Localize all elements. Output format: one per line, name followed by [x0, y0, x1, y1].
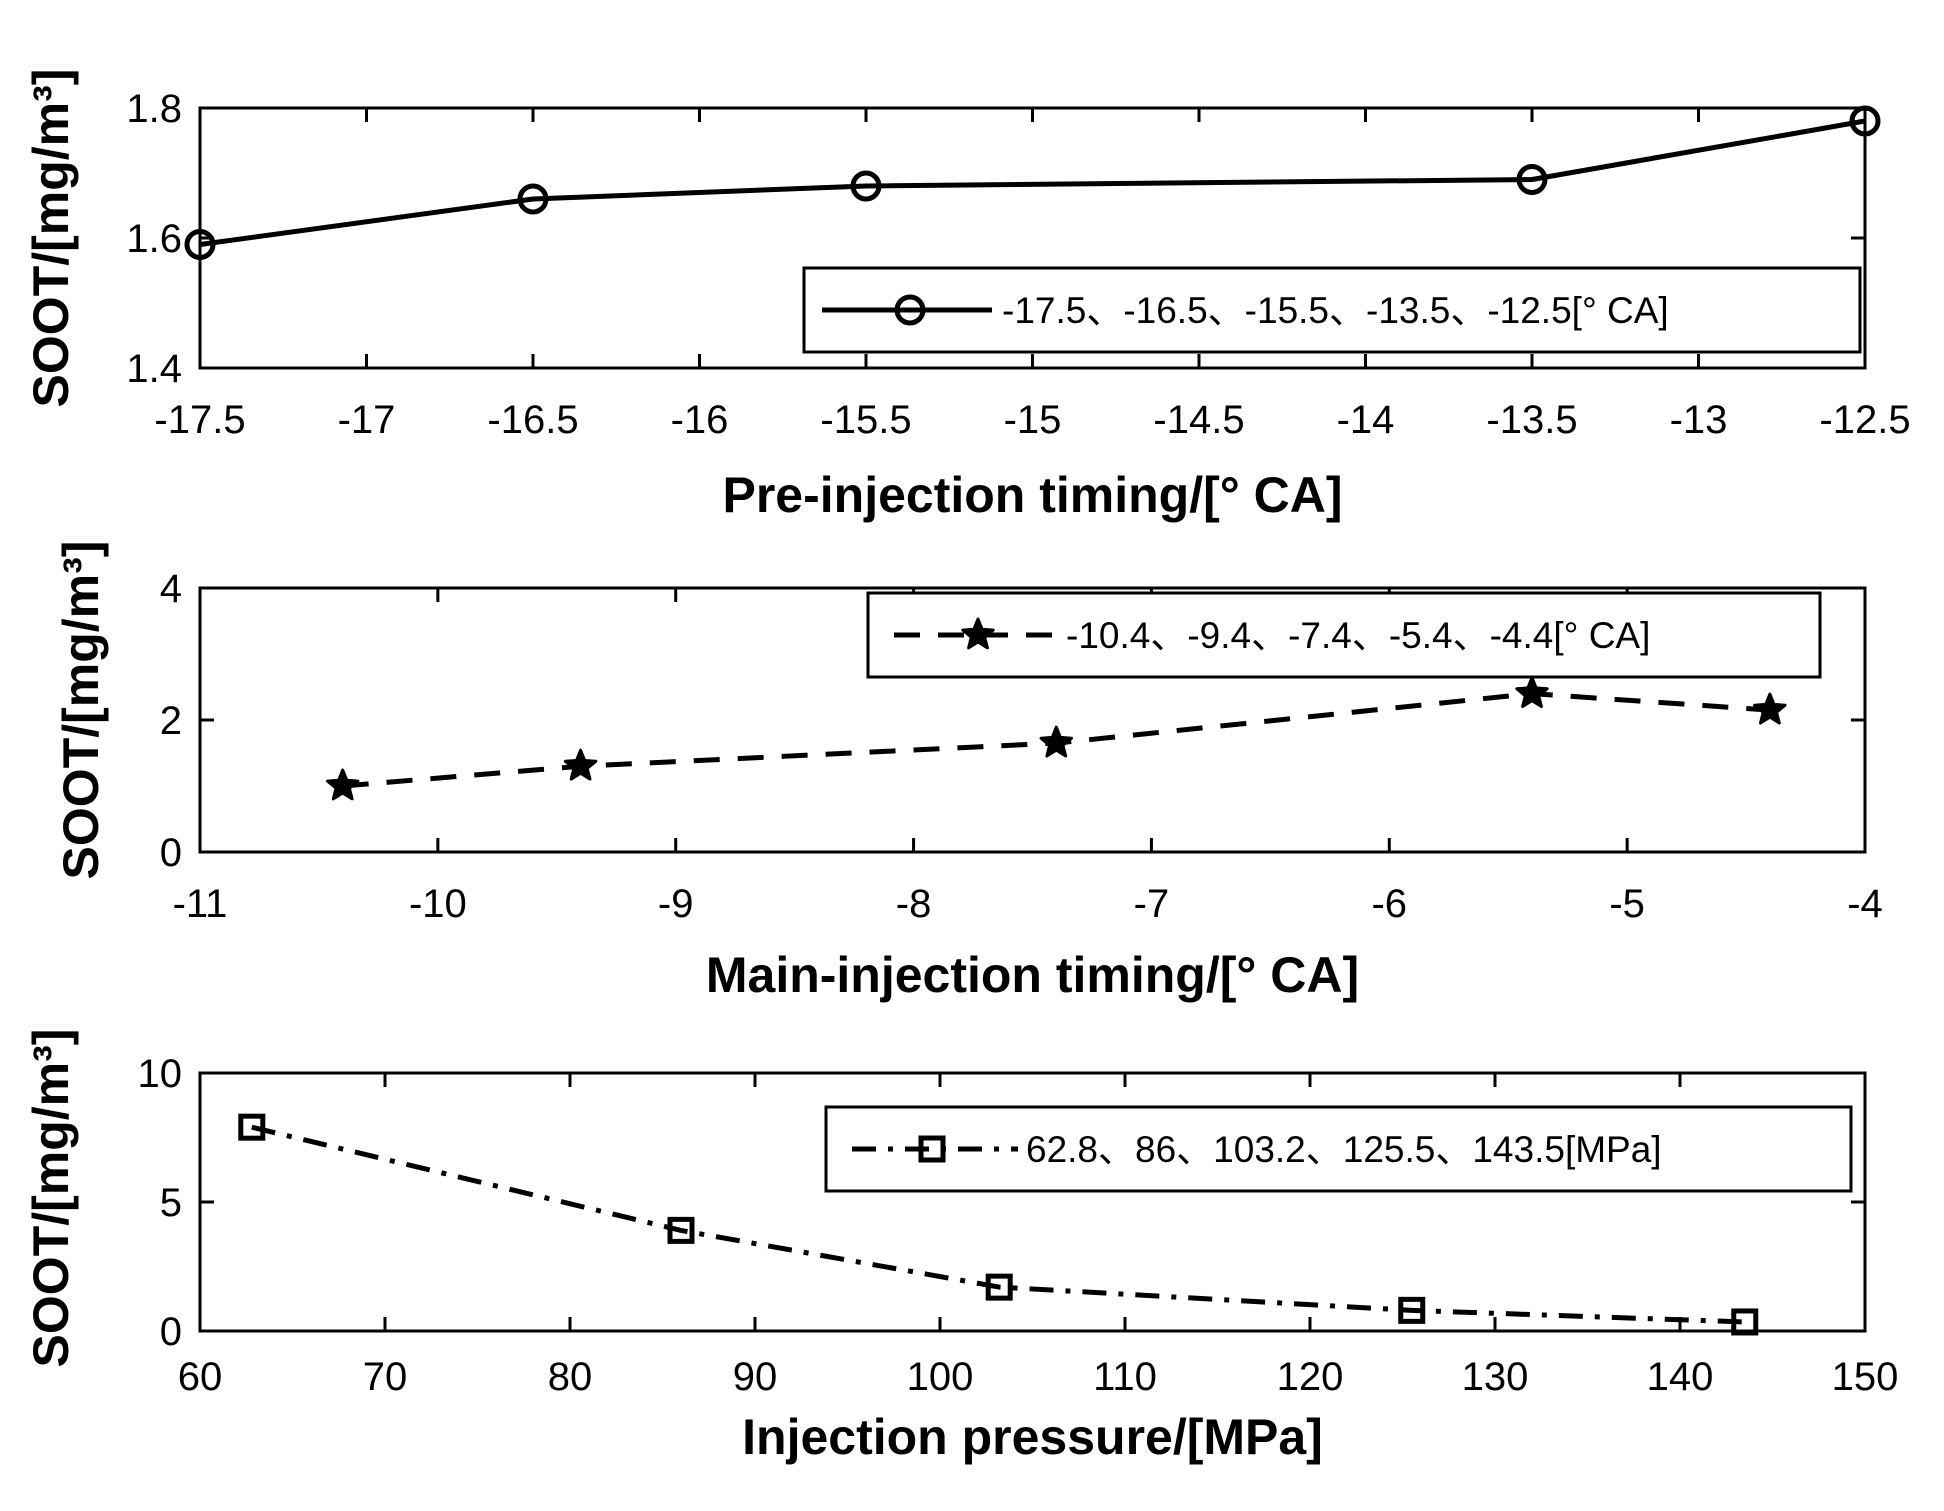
- x-tick-label: -17.5: [154, 398, 245, 442]
- data-point: [1849, 105, 1881, 137]
- subplot-2: -11 -10 -9 -8 -7 -6 -5 -4 0 2 4 Main-injection timi…: [53, 541, 1883, 1003]
- y-axis-title: SOOT/[mg/m³]: [23, 69, 79, 408]
- data-point: [1516, 164, 1548, 195]
- data-point: [1753, 692, 1787, 725]
- legend-marker: [961, 617, 995, 650]
- y-tick-label: 10: [138, 1052, 183, 1096]
- x-tick-label: -15.5: [820, 398, 911, 442]
- data-point: [1398, 1296, 1426, 1324]
- data-point: [1515, 676, 1549, 708]
- x-tick-label: -4: [1847, 882, 1883, 926]
- data-point: [517, 183, 549, 215]
- x-tick-label: 140: [1647, 1355, 1714, 1399]
- x-tick-label: -10: [409, 882, 467, 926]
- series-line: [251, 1124, 1745, 1325]
- y-axis-title: SOOT/[mg/m³]: [53, 541, 109, 880]
- legend-label: 62.8、86、103.2、125.5、143.5[MPa]: [1026, 1129, 1662, 1170]
- subplot-3: 60 70 80 90 100 110 120 130 140 150 0 5 10 Injection …: [23, 1029, 1898, 1465]
- x-tick-label: -8: [896, 882, 932, 926]
- y-tick-label: 0: [160, 1310, 182, 1354]
- data-point: [184, 229, 216, 260]
- y-tick-label: 1.6: [126, 217, 182, 261]
- y-tick-label: 1.4: [126, 347, 182, 391]
- x-axis-title: Main-injection timing/[° CA]: [706, 947, 1359, 1003]
- x-tick-label: -7: [1134, 882, 1170, 926]
- x-tick-label: -5: [1609, 882, 1645, 926]
- x-axis-title: Injection pressure/[MPa]: [742, 1409, 1323, 1465]
- data-point: [985, 1273, 1013, 1301]
- x-tick-label: -16.5: [487, 398, 578, 442]
- x-tick-label: 80: [548, 1355, 593, 1399]
- legend: 62.8、86、103.2、125.5、143.5[MPa]: [824, 1105, 1853, 1193]
- x-tick-label: 70: [363, 1355, 408, 1399]
- x-tick-label: -11: [173, 882, 228, 926]
- data-point: [850, 170, 882, 202]
- x-tick-label: 110: [1093, 1355, 1157, 1399]
- x-tick-label: 90: [733, 1355, 778, 1399]
- x-tick-label: -9: [658, 882, 694, 926]
- subplot-1: -17.5 -17 -16.5 -16 -15.5 -15 -14.5 -14 -13.5 -13…: [23, 69, 1911, 523]
- y-tick-label: 0: [160, 831, 182, 875]
- legend: -17.5、-16.5、-15.5、-13.5、-12.5[° CA]: [802, 266, 1862, 354]
- y-tick-label: 2: [160, 699, 182, 743]
- data-point: [1731, 1308, 1759, 1336]
- x-tick-label: 120: [1277, 1355, 1344, 1399]
- x-tick-label: -13.5: [1486, 398, 1577, 442]
- x-axis-title: Pre-injection timing/[° CA]: [723, 467, 1343, 523]
- legend-marker: [918, 1135, 946, 1163]
- x-tick-label: -14.5: [1153, 398, 1244, 442]
- data-point: [238, 1113, 266, 1141]
- x-tick-label: -16: [671, 398, 729, 442]
- data-point: [1039, 725, 1073, 758]
- x-tick-label: 150: [1832, 1355, 1899, 1399]
- legend-marker: [894, 294, 926, 326]
- y-tick-label: 4: [160, 567, 182, 611]
- y-tick-label: 5: [160, 1181, 182, 1225]
- x-tick-label: -17: [338, 398, 396, 442]
- series-line: [199, 118, 1866, 247]
- x-tick-label: 100: [907, 1355, 974, 1399]
- x-tick-label: -6: [1371, 882, 1407, 926]
- y-axis-title: SOOT/[mg/m³]: [23, 1029, 79, 1368]
- x-tick-label: -13: [1670, 398, 1728, 442]
- x-tick-label: -14: [1337, 398, 1395, 442]
- x-tick-label: 60: [178, 1355, 223, 1399]
- legend: -10.4、-9.4、-7.4、-5.4、-4.4[° CA]: [866, 591, 1822, 679]
- legend-label: -10.4、-9.4、-7.4、-5.4、-4.4[° CA]: [1066, 615, 1650, 656]
- y-tick-label: 1.8: [126, 87, 182, 131]
- data-point: [326, 768, 360, 801]
- data-point: [563, 748, 598, 781]
- x-tick-label: -12.5: [1819, 398, 1910, 442]
- legend-label: -17.5、-16.5、-15.5、-13.5、-12.5[° CA]: [1002, 290, 1669, 331]
- x-tick-label: -15: [1004, 398, 1062, 442]
- x-tick-label: 130: [1462, 1355, 1529, 1399]
- data-point: [667, 1216, 695, 1244]
